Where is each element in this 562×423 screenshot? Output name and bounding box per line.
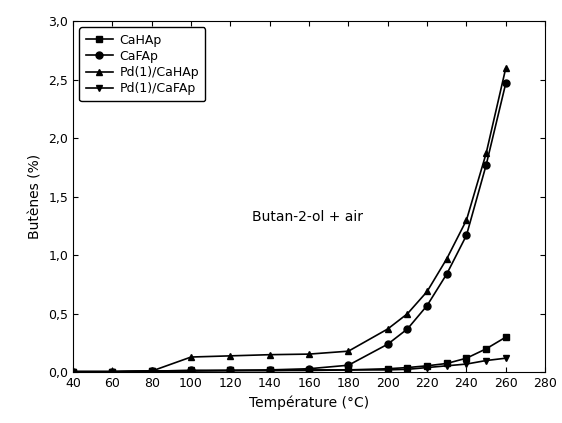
Pd(1)/CaHAp: [483, 151, 490, 156]
Pd(1)/CaFAp: [306, 368, 312, 373]
CaHAp: [70, 369, 76, 374]
Pd(1)/CaFAp: [443, 363, 450, 368]
Y-axis label: Butènes (%): Butènes (%): [29, 154, 43, 239]
CaHAp: [384, 366, 391, 371]
Pd(1)/CaFAp: [463, 362, 470, 367]
CaFAp: [70, 369, 76, 374]
CaFAp: [483, 162, 490, 168]
CaFAp: [109, 369, 116, 374]
Pd(1)/CaHAp: [384, 327, 391, 332]
Pd(1)/CaFAp: [266, 368, 273, 373]
Pd(1)/CaFAp: [188, 368, 194, 373]
CaHAp: [266, 368, 273, 373]
Pd(1)/CaHAp: [188, 354, 194, 360]
Pd(1)/CaFAp: [404, 367, 411, 372]
CaFAp: [306, 366, 312, 371]
Text: Butan-2-ol + air: Butan-2-ol + air: [252, 210, 364, 224]
Pd(1)/CaFAp: [109, 369, 116, 374]
Pd(1)/CaFAp: [148, 368, 155, 374]
Pd(1)/CaHAp: [70, 369, 76, 374]
CaFAp: [188, 368, 194, 373]
CaFAp: [384, 342, 391, 347]
Pd(1)/CaFAp: [70, 369, 76, 374]
Line: Pd(1)/CaFAp: Pd(1)/CaFAp: [70, 355, 509, 375]
Pd(1)/CaFAp: [384, 367, 391, 372]
Legend: CaHAp, CaFAp, Pd(1)/CaHAp, Pd(1)/CaFAp: CaHAp, CaFAp, Pd(1)/CaHAp, Pd(1)/CaFAp: [79, 27, 205, 101]
CaHAp: [227, 368, 234, 373]
CaFAp: [404, 327, 411, 332]
X-axis label: Température (°C): Température (°C): [249, 396, 369, 410]
CaHAp: [188, 368, 194, 374]
CaFAp: [266, 367, 273, 372]
Pd(1)/CaHAp: [227, 353, 234, 358]
Pd(1)/CaHAp: [424, 289, 430, 294]
CaFAp: [502, 81, 509, 86]
Line: CaHAp: CaHAp: [70, 334, 509, 375]
Pd(1)/CaHAp: [345, 349, 352, 354]
CaFAp: [148, 368, 155, 374]
CaHAp: [148, 368, 155, 374]
Pd(1)/CaFAp: [483, 358, 490, 363]
CaFAp: [443, 272, 450, 277]
CaFAp: [345, 363, 352, 368]
Pd(1)/CaFAp: [227, 368, 234, 373]
CaHAp: [443, 361, 450, 366]
CaFAp: [463, 233, 470, 238]
CaHAp: [483, 346, 490, 352]
Pd(1)/CaHAp: [148, 368, 155, 374]
Pd(1)/CaFAp: [502, 356, 509, 361]
CaHAp: [424, 363, 430, 368]
CaHAp: [502, 335, 509, 340]
Pd(1)/CaHAp: [306, 352, 312, 357]
CaHAp: [404, 365, 411, 370]
Pd(1)/CaFAp: [345, 367, 352, 372]
Pd(1)/CaHAp: [266, 352, 273, 357]
Line: Pd(1)/CaHAp: Pd(1)/CaHAp: [70, 64, 509, 375]
CaHAp: [463, 356, 470, 361]
Pd(1)/CaHAp: [109, 369, 116, 374]
Pd(1)/CaHAp: [463, 217, 470, 222]
CaHAp: [345, 367, 352, 372]
Pd(1)/CaHAp: [443, 256, 450, 261]
Pd(1)/CaHAp: [404, 311, 411, 316]
CaHAp: [109, 369, 116, 374]
Pd(1)/CaFAp: [424, 365, 430, 370]
CaHAp: [306, 367, 312, 372]
Pd(1)/CaHAp: [502, 66, 509, 71]
CaFAp: [424, 303, 430, 308]
Line: CaFAp: CaFAp: [70, 80, 509, 375]
CaFAp: [227, 368, 234, 373]
